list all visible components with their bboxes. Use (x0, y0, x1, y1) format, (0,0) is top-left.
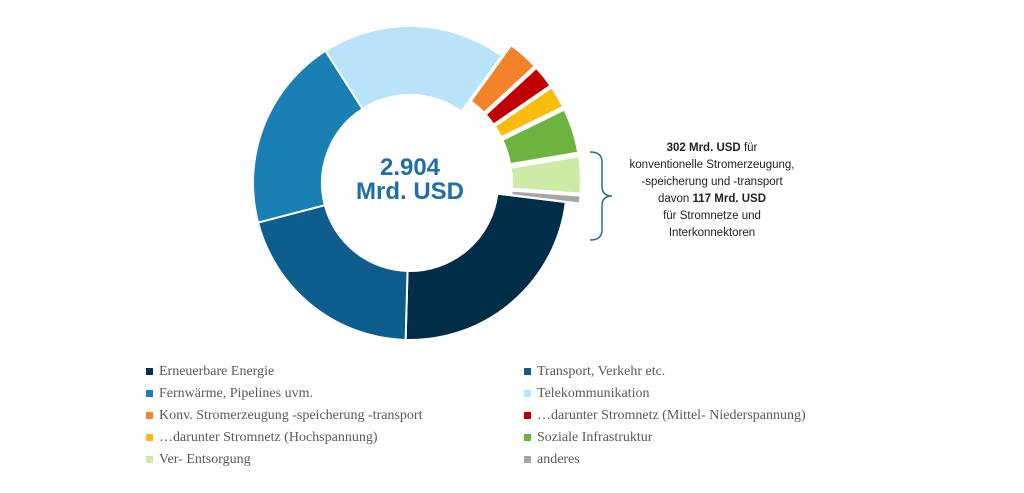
legend-item: Erneuerbare Energie (146, 363, 524, 380)
legend-label: Telekommunikation (537, 385, 650, 401)
slice-darunter-stromnetz-hochspannung (493, 85, 565, 139)
legend-swatch (146, 390, 153, 397)
legend-label: Konv. Stromerzeugung -speicherung -trans… (159, 407, 423, 423)
annotation-bracket (589, 151, 613, 241)
legend-item: …darunter Stromnetz (Mittel- Niederspann… (524, 407, 864, 424)
legend-label: Ver- Entsorgung (159, 451, 251, 467)
slice-erneuerbare-energie (404, 192, 567, 341)
annotation-line1-rest: für (740, 142, 758, 154)
legend-item: anderes (524, 451, 864, 468)
legend-swatch (146, 368, 153, 375)
annotation-line6: Interkonnektoren (668, 227, 756, 239)
legend-item: Fernwärme, Pipelines uvm. (146, 385, 524, 402)
legend-label: Fernwärme, Pipelines uvm. (159, 385, 313, 401)
legend-label: Soziale Infrastruktur (537, 429, 653, 445)
legend-label: …darunter Stromnetz (Mittel- Niederspann… (537, 407, 806, 423)
donut-slices (252, 25, 582, 341)
legend: Erneuerbare Energie Transport, Verkehr et… (146, 363, 866, 468)
legend-swatch (524, 456, 531, 463)
annotation-amount: 302 Mrd. USD (666, 142, 741, 154)
legend-swatch (524, 412, 531, 419)
slice-konv-stromerzeugung-speicherung-transport (469, 43, 537, 115)
legend-swatch (146, 434, 153, 441)
annotation-text: 302 Mrd. USD für konventionelle Stromerz… (612, 140, 812, 242)
legend-label: Transport, Verkehr etc. (537, 363, 666, 379)
legend-label: Erneuerbare Energie (159, 363, 275, 379)
legend-swatch (524, 368, 531, 375)
annotation-line2: konventionelle Stromerzeugung, (629, 159, 795, 171)
legend-item: Soziale Infrastruktur (524, 429, 864, 446)
annotation-line5: für Stromnetze und (663, 210, 761, 222)
legend-item: Konv. Stromerzeugung -speicherung -trans… (146, 407, 524, 424)
legend-label: …darunter Stromnetz (Hochspannung) (159, 429, 378, 445)
legend-item: Ver- Entsorgung (146, 451, 524, 468)
legend-swatch (146, 412, 153, 419)
legend-swatch (524, 390, 531, 397)
center-total-unit: Mrd. USD (356, 178, 464, 205)
slice-anderes (510, 189, 582, 205)
legend-item: Telekommunikation (524, 385, 864, 402)
legend-label: anderes (537, 451, 580, 467)
annotation-line3: -speicherung und -transport (641, 176, 783, 188)
legend-item: Transport, Verkehr etc. (524, 363, 864, 380)
annotation-line4-pre: davon (657, 193, 693, 205)
annotation-grid-amount: 117 Mrd. USD (692, 193, 767, 205)
slice-transport-verkehr-etc (256, 203, 409, 341)
slice-telekommunikation (324, 25, 504, 114)
legend-item: …darunter Stromnetz (Hochspannung) (146, 429, 524, 446)
slice-ver-entsorgung (509, 155, 582, 195)
legend-swatch (146, 456, 153, 463)
slice-soziale-infrastruktur (501, 108, 580, 166)
slice-darunter-stromnetz-mittel-niederspannung (484, 66, 552, 126)
legend-swatch (524, 434, 531, 441)
center-total-value: 2.904 (380, 154, 441, 181)
